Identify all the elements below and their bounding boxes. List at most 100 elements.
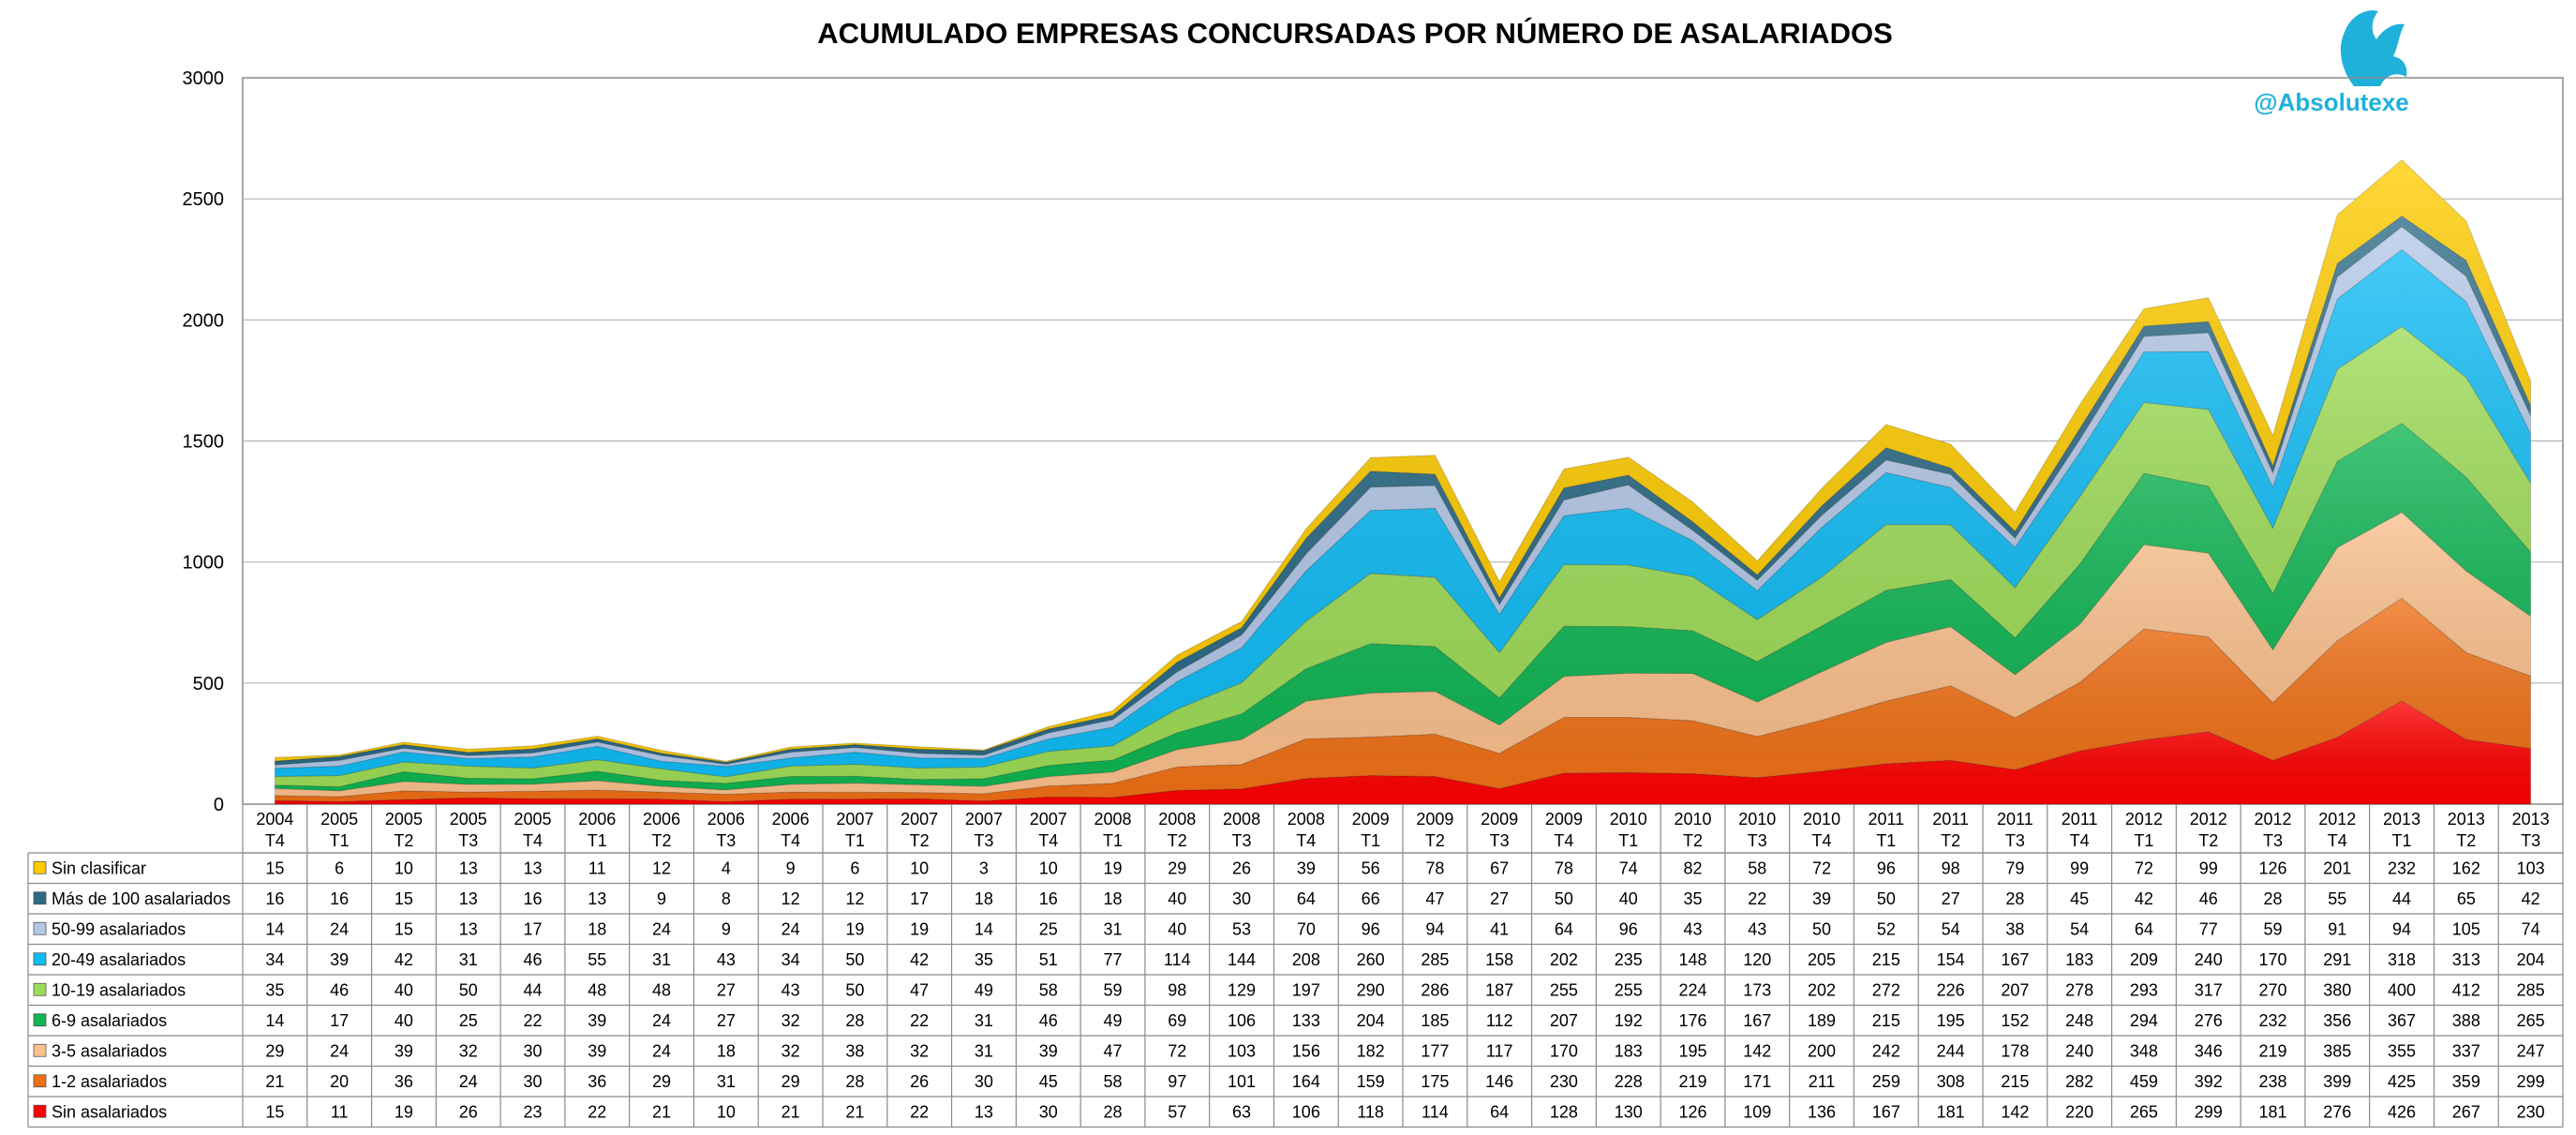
table-cell-value: 47 [910, 980, 929, 999]
x-tick-quarter: T4 [265, 831, 285, 850]
table-cell-value: 412 [2452, 980, 2480, 999]
table-cell-value: 11 [331, 1102, 349, 1121]
area-series [274, 158, 2532, 805]
table-cell-value: 32 [910, 1041, 929, 1060]
table-cell-value: 96 [1362, 919, 1380, 938]
legend-key [33, 952, 47, 966]
table-cell-value: 192 [1615, 1011, 1643, 1030]
table-cell-value: 16 [265, 889, 284, 908]
table-cell-value: 19 [845, 919, 864, 938]
legend-key [33, 1074, 47, 1088]
table-cell-value: 356 [2323, 1011, 2351, 1030]
table-cell-value: 39 [330, 950, 349, 969]
table-cell-value: 13 [459, 859, 478, 877]
table-cell-value: 12 [652, 859, 671, 877]
x-tick-year: 2010 [1803, 810, 1840, 829]
table-cell-value: 46 [330, 980, 349, 999]
table-cell-value: 10 [1039, 859, 1058, 877]
table-cell-value: 59 [2263, 919, 2282, 938]
table-cell-value: 14 [975, 919, 993, 938]
table-cell-value: 112 [1486, 1011, 1513, 1030]
table-cell-value: 219 [1678, 1072, 1706, 1091]
area-highlight [275, 249, 2531, 777]
table-cell-value: 32 [782, 1011, 800, 1030]
x-tick-quarter: T3 [458, 831, 478, 850]
table-cell-value: 173 [1743, 980, 1771, 999]
table-cell-value: 48 [588, 980, 606, 999]
table-cell-value: 400 [2388, 980, 2416, 999]
area-highlight [275, 598, 2531, 802]
x-tick-year: 2005 [450, 810, 487, 829]
table-cell-value: 82 [1683, 859, 1702, 877]
table-cell-value: 202 [1808, 980, 1836, 999]
table-cell-value: 313 [2452, 950, 2480, 969]
table-cell-value: 28 [1103, 1102, 1122, 1121]
table-cell-value: 51 [1039, 950, 1058, 969]
x-tick-year: 2012 [2125, 810, 2163, 829]
table-cell-value: 59 [1103, 980, 1122, 999]
table-cell-value: 299 [2195, 1102, 2223, 1121]
table-cell-value: 24 [652, 1041, 671, 1060]
table-cell-value: 38 [2005, 919, 2024, 938]
table-cell-value: 42 [395, 950, 413, 969]
table-cell-value: 27 [717, 980, 736, 999]
table-cell-value: 99 [2070, 859, 2089, 877]
table-cell-value: 21 [265, 1072, 284, 1091]
area-highlight [275, 226, 2531, 769]
x-tick-year: 2012 [2254, 810, 2291, 829]
table-cell-value: 31 [717, 1072, 736, 1091]
table-cell-value: 35 [1683, 889, 1702, 908]
table-cell-value: 10 [717, 1102, 736, 1121]
x-tick-year: 2011 [2062, 810, 2098, 829]
table-cell-value: 46 [1039, 1011, 1058, 1030]
table-cell-value: 276 [2195, 1011, 2223, 1030]
x-tick-quarter: T4 [1554, 831, 1573, 850]
table-cell-value: 230 [2517, 1102, 2545, 1121]
table-cell-value: 29 [782, 1072, 800, 1091]
table-cell-value: 232 [2388, 859, 2416, 877]
table-cell-value: 459 [2130, 1072, 2158, 1091]
table-cell-value: 385 [2323, 1041, 2351, 1060]
x-tick-year: 2010 [1610, 810, 1647, 829]
table-cell-value: 50 [1877, 889, 1896, 908]
table-cell-value: 21 [652, 1102, 671, 1121]
table-cell-value: 26 [1232, 859, 1251, 877]
table-cell-value: 30 [975, 1072, 993, 1091]
legend-entry: 1-2 asalariados [52, 1072, 167, 1091]
table-cell-value: 293 [2130, 980, 2158, 999]
x-tick-quarter: T3 [2005, 831, 2025, 850]
table-cell-value: 57 [1168, 1102, 1186, 1121]
table-cell-value: 215 [1872, 1011, 1900, 1030]
table-cell-value: 69 [1168, 1011, 1186, 1030]
table-cell-value: 291 [2323, 950, 2351, 969]
x-tick-year: 2013 [2383, 810, 2420, 829]
x-tick-quarter: T3 [1232, 831, 1252, 850]
legend-entry: Sin asalariados [52, 1102, 167, 1121]
area-highlight [275, 512, 2531, 797]
table-cell-value: 167 [2001, 950, 2029, 969]
table-cell-value: 31 [1103, 919, 1122, 938]
table-cell-value: 10 [910, 859, 929, 877]
y-tick-label: 3000 [183, 68, 225, 89]
y-tick-label: 0 [214, 795, 224, 815]
table-cell-value: 399 [2323, 1072, 2351, 1091]
table-cell-value: 54 [1942, 919, 1960, 938]
x-tick-quarter: T2 [1168, 831, 1187, 850]
table-cell-value: 94 [2392, 919, 2411, 938]
table-cell-value: 77 [1103, 950, 1122, 969]
table-cell-value: 18 [588, 919, 606, 938]
table-cell-value: 276 [2323, 1102, 2351, 1121]
table-cell-value: 52 [1877, 919, 1896, 938]
x-tick-year: 2007 [965, 810, 1003, 829]
table-cell-value: 98 [1168, 980, 1186, 999]
table-cell-value: 183 [1615, 1041, 1643, 1060]
table-cell-value: 13 [523, 859, 542, 877]
x-tick-quarter: T4 [2070, 831, 2090, 850]
table-cell-value: 17 [330, 1011, 349, 1030]
table-cell-value: 24 [330, 1041, 349, 1060]
table-cell-value: 164 [1292, 1072, 1320, 1091]
table-cell-value: 65 [2457, 889, 2476, 908]
table-cell-value: 21 [845, 1102, 864, 1121]
table-cell-value: 31 [652, 950, 671, 969]
